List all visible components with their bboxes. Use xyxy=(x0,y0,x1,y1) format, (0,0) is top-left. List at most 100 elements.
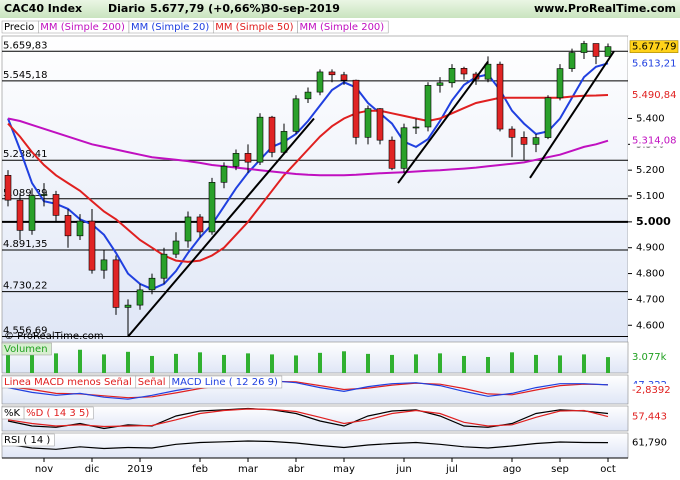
y-tick-label: 4.800 xyxy=(636,269,665,280)
volume-bar xyxy=(174,353,178,373)
y-tick-label: 5.200 xyxy=(636,165,665,176)
legend-entry: Linea MACD menos Señal xyxy=(4,377,132,388)
plot-bg xyxy=(1,35,629,345)
candle-body xyxy=(220,165,228,183)
axis-bg xyxy=(628,36,680,344)
candle-body xyxy=(580,43,588,53)
value-label-box xyxy=(630,410,678,423)
volume-bar xyxy=(54,353,58,373)
date: 30-sep-2019 xyxy=(263,2,340,15)
value-label: -2,8392 xyxy=(632,385,671,396)
legend-entry: MM (Simple 200) xyxy=(40,22,125,33)
x-tick-label: sep xyxy=(551,464,569,475)
symbol: CAC40 Index xyxy=(4,2,82,15)
candle-body xyxy=(568,52,576,69)
level-label: 5.545,18 xyxy=(3,70,48,81)
y-tick-label: 5.000 xyxy=(636,215,671,228)
legend-entry: %K xyxy=(4,408,21,419)
candle-body xyxy=(496,63,504,130)
candle-body xyxy=(100,259,108,271)
volume-bar xyxy=(462,355,466,373)
volume-bar xyxy=(222,354,226,373)
legend-entry: MM (Simple 200) xyxy=(300,22,385,33)
candle-body xyxy=(64,215,72,237)
value-label-box xyxy=(630,88,678,101)
candle-body xyxy=(40,194,48,196)
candle-body xyxy=(364,108,372,138)
legend-entry: %D ( 14 3 5) xyxy=(26,408,89,419)
legend-entry: MACD Line ( 12 26 9) xyxy=(172,377,278,388)
copyright: © ProRealTime.com xyxy=(4,331,104,342)
volume-bar xyxy=(606,357,610,373)
volume-bar xyxy=(414,354,418,373)
site: www.ProRealTime.com xyxy=(534,2,676,15)
level-label: 5.659,83 xyxy=(3,40,48,51)
value-label-box xyxy=(630,436,678,449)
candle-body xyxy=(592,43,600,57)
volume-bar xyxy=(318,352,322,373)
candle-body xyxy=(280,131,288,153)
legend-entry: RSI ( 14 ) xyxy=(4,435,50,446)
volume-bar xyxy=(366,353,370,373)
indicator-line xyxy=(7,407,609,430)
last-price: 5.677,79 (+0,66%) xyxy=(150,2,266,15)
candle-body xyxy=(424,85,432,128)
candle-body xyxy=(448,68,456,84)
y-tick-label: 4.700 xyxy=(636,294,665,305)
legend-entry: Señal xyxy=(138,377,166,388)
candle-body xyxy=(460,68,468,75)
value-label: 5.677,79 xyxy=(632,42,677,53)
volume-bar xyxy=(342,351,346,373)
value-label: 5.490,84 xyxy=(632,90,677,101)
candle-body xyxy=(136,289,144,306)
y-tick-label: 4.900 xyxy=(636,243,665,254)
volume-bar xyxy=(582,354,586,373)
candle-body xyxy=(268,116,276,153)
candle-body xyxy=(160,253,168,279)
indicator-line xyxy=(7,380,609,399)
candle-body xyxy=(484,63,492,80)
volume-bar xyxy=(30,351,34,373)
value-label: 3.077k xyxy=(632,352,667,363)
x-tick-label: dic xyxy=(85,464,100,475)
candle-body xyxy=(28,195,36,231)
value-label: 57,443 xyxy=(632,412,667,423)
candle-body xyxy=(112,259,120,308)
candle-body xyxy=(76,220,84,237)
candle-body xyxy=(328,71,336,76)
candle-body xyxy=(520,137,528,145)
candle-body xyxy=(316,71,324,93)
volume-bar xyxy=(558,355,562,373)
candle-body xyxy=(292,98,300,132)
candle-body xyxy=(16,199,24,231)
candle-body xyxy=(532,137,540,145)
candle-body xyxy=(196,216,204,233)
volume-bar xyxy=(294,355,298,373)
value-label: 5.613,21 xyxy=(632,58,677,69)
candle-body xyxy=(244,153,252,163)
indicator-line xyxy=(7,408,609,428)
legend-entry: MM (Simple 50) xyxy=(215,22,293,33)
candle-body xyxy=(544,97,552,138)
header-bar xyxy=(0,0,680,18)
value-label-box xyxy=(629,40,679,53)
value-label-box xyxy=(630,57,678,70)
candle-body xyxy=(124,304,132,308)
indicator-line xyxy=(7,380,609,400)
level-label: 4.730,22 xyxy=(3,281,48,292)
volume-bar xyxy=(102,354,106,373)
legend-box xyxy=(1,433,55,447)
candle-body xyxy=(172,240,180,255)
legend-entry: Precio xyxy=(4,22,34,33)
value-label-box xyxy=(630,351,678,364)
candle-body xyxy=(256,116,264,163)
level-label: 5.238,41 xyxy=(3,149,48,160)
volume-bar xyxy=(6,352,10,373)
panel-bg xyxy=(1,341,629,374)
candle-body xyxy=(556,68,564,99)
legend-box xyxy=(1,342,52,356)
trend-line xyxy=(127,117,315,338)
candle-body xyxy=(4,175,12,201)
x-tick-label: mar xyxy=(238,464,259,475)
legend-entry: Volumen xyxy=(4,344,48,355)
